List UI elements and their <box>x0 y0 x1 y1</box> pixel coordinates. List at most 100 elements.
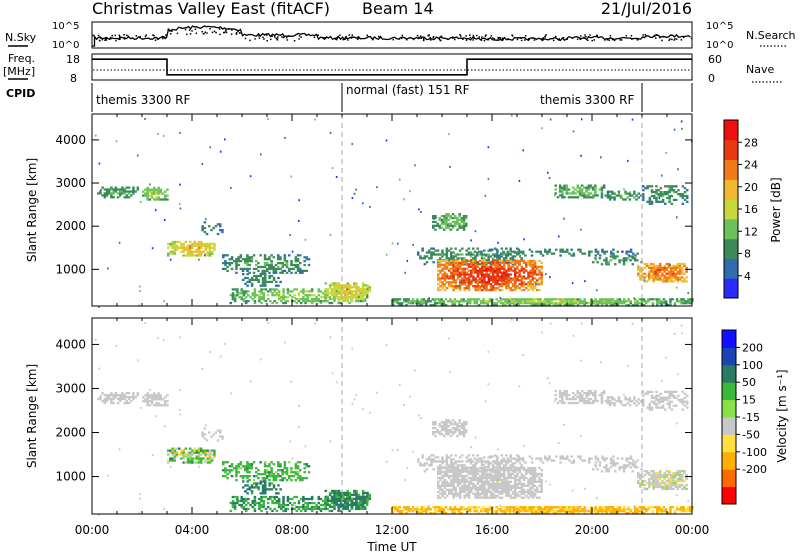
power-cell <box>186 252 190 255</box>
velocity-cell <box>361 493 365 496</box>
power-cell <box>618 300 622 303</box>
velocity-cell <box>463 476 466 480</box>
velocity-cell <box>472 472 475 476</box>
power-cell <box>657 194 660 198</box>
power-cell <box>257 278 260 282</box>
power-cell <box>661 191 665 194</box>
power-cell <box>493 254 496 257</box>
power-cell <box>526 302 529 305</box>
power-cell <box>153 192 156 195</box>
power-cell <box>266 269 269 273</box>
velocity-cell <box>331 489 334 493</box>
velocity-cell <box>520 472 524 476</box>
power-cell <box>548 250 551 253</box>
power-cell <box>537 250 540 253</box>
velocity-cell <box>421 464 424 467</box>
velocity-cell <box>498 484 502 487</box>
velocity-cell <box>344 497 347 500</box>
velocity-cell <box>112 394 115 397</box>
power-cell <box>297 294 301 297</box>
velocity-cell <box>144 400 147 403</box>
velocity-cell <box>302 499 305 503</box>
velocity-cell <box>557 506 560 509</box>
power-cell <box>659 194 663 198</box>
velocity-cell <box>445 472 449 476</box>
power-cell <box>328 284 332 287</box>
velocity-cell <box>483 460 486 463</box>
power-cell <box>193 240 196 244</box>
velocity-cell <box>474 470 477 474</box>
velocity-cell <box>206 449 210 452</box>
velocity-cell <box>197 457 201 460</box>
velocity-cell <box>489 494 493 497</box>
power-cell <box>210 229 213 232</box>
power-cell <box>497 254 501 257</box>
velocity-cell <box>460 512 463 515</box>
velocity-cell <box>445 460 449 463</box>
power-cell <box>506 302 509 305</box>
power-cell <box>246 276 249 280</box>
power-cell <box>136 154 139 157</box>
power-cell <box>571 282 574 285</box>
power-cell <box>428 249 431 252</box>
nsearch-point <box>288 35 290 37</box>
power-cell <box>478 253 482 256</box>
velocity-cell <box>469 508 472 511</box>
velocity-cell <box>284 509 287 513</box>
velocity-cell <box>337 495 341 498</box>
power-cell <box>505 269 508 272</box>
power-cell <box>167 242 170 246</box>
velocity-cell <box>503 484 506 487</box>
nsearch-point <box>281 36 283 38</box>
power-cell <box>186 248 190 251</box>
nsearch-point <box>189 33 192 35</box>
velocity-cell <box>321 507 325 511</box>
power-cell <box>686 302 690 305</box>
power-cell <box>448 285 451 288</box>
velocity-cell <box>522 474 526 478</box>
nsearch-point <box>671 38 673 41</box>
velocity-cell <box>361 503 365 506</box>
velocity-cell <box>214 431 218 434</box>
power-cell <box>416 300 419 303</box>
power-cell <box>441 281 444 284</box>
power-cell <box>368 286 371 289</box>
velocity-cell <box>348 503 352 506</box>
power-cell <box>565 190 568 193</box>
power-cell <box>530 302 534 305</box>
power-cell <box>142 194 145 197</box>
velocity-cell <box>607 508 611 511</box>
velocity-cell <box>616 512 619 515</box>
velocity-cell <box>189 461 192 464</box>
power-cell <box>672 268 675 271</box>
power-cell <box>637 266 640 269</box>
velocity-cell <box>520 466 524 470</box>
velocity-cell <box>337 499 340 503</box>
velocity-cell <box>439 466 442 470</box>
power-cell <box>500 252 503 255</box>
power-cell <box>522 267 526 270</box>
power-cell <box>197 246 201 249</box>
power-cell <box>257 269 260 273</box>
power-cell <box>116 188 120 191</box>
velocity-cell <box>505 478 508 482</box>
power-cell <box>454 247 457 250</box>
power-cell <box>445 275 449 278</box>
velocity-cell <box>335 495 338 498</box>
velocity-cell <box>440 506 443 509</box>
power-cell <box>346 286 349 289</box>
velocity-cell <box>274 475 278 478</box>
power-cell <box>328 286 332 289</box>
power-cell <box>467 263 471 266</box>
nsearch-point <box>644 34 647 36</box>
power-cell <box>463 289 466 292</box>
power-cell <box>263 271 267 274</box>
power-cell <box>189 246 192 249</box>
power-cell <box>508 298 512 301</box>
power-cell <box>258 300 261 303</box>
power-cell <box>467 269 471 272</box>
power-cell <box>204 242 207 246</box>
power-cell <box>483 261 486 265</box>
power-cell <box>536 281 539 284</box>
velocity-cell <box>441 490 444 493</box>
